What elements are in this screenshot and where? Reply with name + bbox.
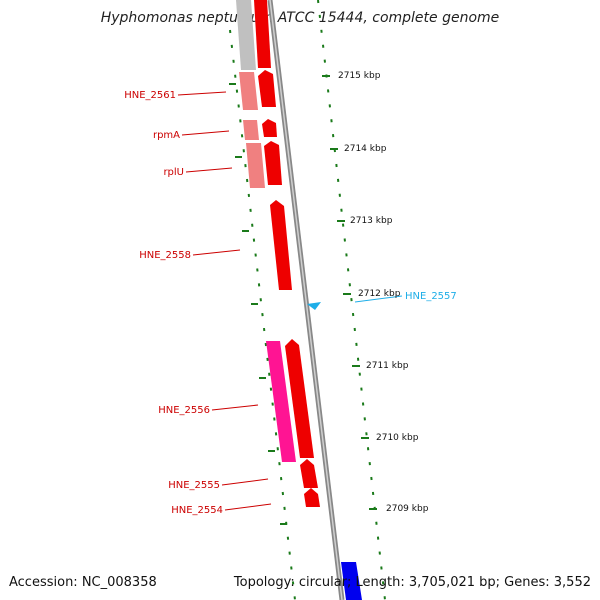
connector-hne-2556 [211,404,259,411]
connector-hne-2557 [354,295,403,303]
gene-label-hne-2558: HNE_2558 [139,250,191,261]
gene-rplu-block [246,143,265,188]
scale-tick-label: 2711 kbp [366,361,409,371]
gene-label-rpma: rpmA [153,130,180,141]
connector-rplu [185,167,233,173]
scale-tick-label: 2715 kbp [338,71,381,81]
gene-hne-2556-block [266,341,296,462]
scale-tick-label: 2714 kbp [344,144,387,154]
connector-hne-2555 [221,478,269,486]
gene-hne-2558-arrow [270,200,292,290]
connector-hne-2558 [192,249,241,256]
gene-label-hne-2555: HNE_2555 [168,480,220,491]
accession-text: Accession: NC_008358 [9,575,157,590]
gene-hne-2557-arrow [307,302,321,310]
gene-label-hne-2557: HNE_2557 [405,291,457,302]
gene-hne-2561-block [239,72,258,110]
scale-tick-label: 2713 kbp [350,216,393,226]
map-title: Hyphomonas neptunium ATCC 15444, complet… [100,10,500,26]
gene-label-rplu: rplU [163,167,184,178]
scale-tick-label: 2710 kbp [376,433,419,443]
gene-top-arrow [254,0,271,68]
gene-hne-2561-arrow [258,70,276,107]
inner-guide-line [229,29,296,600]
gene-label-hne-2554: HNE_2554 [171,505,223,516]
scale-tick-label: 2712 kbp [358,289,401,299]
connector-hne-2561 [177,91,227,96]
connector-hne-2554 [224,503,272,511]
gene-blue-block [341,562,362,600]
genome-summary-text: Topology: circular; Length: 3,705,021 bp… [233,575,591,590]
outer-guide-line [317,0,386,600]
connector-rpma [181,130,230,136]
gene-rpma-arrow [262,119,277,137]
genome-backbone-highlight [269,0,343,600]
gene-label-hne-2556: HNE_2556 [158,405,210,416]
gene-grey-block [236,0,256,70]
gene-hne-2556-arrow [285,339,314,458]
gene-rpma-block [243,120,259,140]
gene-hne-2555-arrow [300,459,318,488]
gene-label-hne-2561: HNE_2561 [124,90,176,101]
gene-rplu-arrow [264,141,282,185]
gene-hne-2554-arrow [304,488,320,507]
scale-tick-label: 2709 kbp [386,504,429,514]
